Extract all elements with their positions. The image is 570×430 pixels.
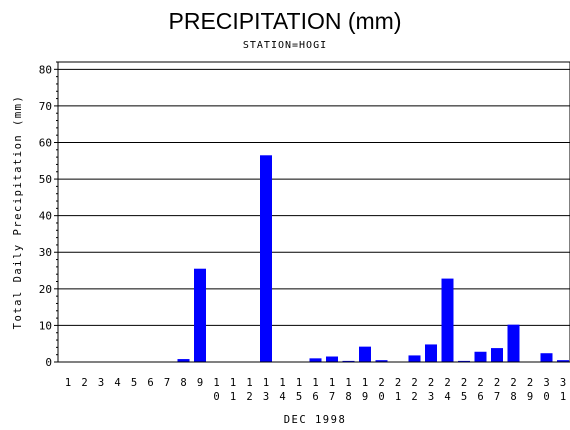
- y-tick-label: 30: [39, 246, 52, 259]
- x-tick-label: 6: [312, 391, 318, 403]
- x-tick-label: 2: [461, 377, 467, 389]
- x-tick-label: 3: [428, 391, 434, 403]
- bar-day-25: [458, 360, 470, 362]
- x-tick-label: 2: [527, 377, 533, 389]
- bar-day-20: [375, 360, 388, 362]
- x-tick-label: 2: [411, 377, 417, 389]
- x-tick-label: 2: [411, 391, 417, 403]
- y-tick-label: 10: [39, 319, 52, 332]
- x-tick-label: 2: [477, 377, 483, 389]
- x-axis-ticks: 1 2 3 4 5 6 7 8 9 1011121314151617181920212223242…: [65, 377, 566, 403]
- x-tick-label: 4: [279, 391, 285, 403]
- x-tick-label: 2: [510, 377, 516, 389]
- x-tick-label: 5: [461, 391, 467, 403]
- x-tick-label: 3: [543, 377, 549, 389]
- x-tick-label: 8: [180, 377, 186, 389]
- x-tick-label: 6: [477, 391, 483, 403]
- bar-day-9: [194, 268, 206, 362]
- x-tick-label: 9: [527, 391, 533, 403]
- x-tick-label: 9: [362, 391, 368, 403]
- bars: [177, 155, 569, 362]
- x-tick-label: 1: [246, 377, 252, 389]
- x-tick-label: 1: [230, 391, 236, 403]
- x-tick-label: 5: [296, 391, 302, 403]
- plot-frame: [57, 61, 570, 363]
- y-tick-label: 60: [39, 136, 52, 149]
- x-tick-label: 1: [263, 377, 269, 389]
- bar-day-19: [359, 346, 371, 362]
- x-tick-label: 1: [312, 377, 318, 389]
- bar-day-23: [425, 344, 437, 362]
- bar-day-30: [540, 353, 553, 362]
- x-tick-label: 2: [444, 377, 450, 389]
- y-tick-label: 20: [39, 283, 52, 296]
- x-tick-label: 8: [345, 391, 351, 403]
- x-tick-label: 1: [213, 377, 219, 389]
- bar-day-8: [177, 359, 190, 362]
- x-tick-label: 1: [329, 377, 335, 389]
- x-tick-label: 2: [81, 377, 87, 389]
- x-tick-label: 9: [197, 377, 203, 389]
- x-tick-label: 1: [395, 391, 401, 403]
- x-tick-label: 4: [114, 377, 120, 389]
- bar-day-18: [342, 360, 355, 362]
- bar-day-26: [474, 351, 487, 362]
- x-tick-label: 8: [510, 391, 516, 403]
- x-tick-label: 2: [378, 377, 384, 389]
- x-tick-label: 3: [98, 377, 104, 389]
- x-tick-label: 4: [444, 391, 450, 403]
- x-tick-label: 1: [230, 377, 236, 389]
- bar-day-24: [441, 278, 454, 362]
- x-axis-label: DEC 1998: [284, 414, 347, 426]
- y-tick-label: 70: [39, 100, 52, 113]
- x-tick-label: 1: [345, 377, 351, 389]
- x-tick-label: 6: [147, 377, 153, 389]
- bar-day-17: [326, 356, 338, 362]
- x-tick-label: 1: [362, 377, 368, 389]
- y-axis-ticks: 0 10 20 30 40 50 60 70 80: [39, 61, 58, 369]
- bar-day-28: [507, 324, 520, 362]
- bar-day-31: [557, 360, 569, 362]
- x-tick-label: 2: [246, 391, 252, 403]
- x-tick-label: 7: [329, 391, 335, 403]
- x-tick-label: 7: [164, 377, 170, 389]
- x-tick-label: 0: [543, 391, 549, 403]
- y-tick-label: 50: [39, 173, 52, 186]
- x-tick-label: 2: [395, 377, 401, 389]
- chart-title: PRECIPITATION (mm): [169, 8, 402, 34]
- bar-day-13: [260, 155, 272, 362]
- bar-day-16: [309, 358, 322, 362]
- bar-day-27: [491, 348, 503, 362]
- x-tick-label: 0: [213, 391, 219, 403]
- x-tick-label: 1: [65, 377, 71, 389]
- y-tick-label: 80: [39, 63, 52, 76]
- y-tick-label: 0: [45, 356, 52, 369]
- x-tick-label: 0: [378, 391, 384, 403]
- chart-subtitle: STATION=HOGI: [243, 40, 327, 51]
- x-tick-label: 3: [560, 377, 566, 389]
- y-axis-label: Total Daily Precipitation (mm): [12, 95, 24, 330]
- x-tick-label: 1: [296, 377, 302, 389]
- x-tick-label: 2: [428, 377, 434, 389]
- x-tick-label: 1: [560, 391, 566, 403]
- y-tick-label: 40: [39, 210, 52, 223]
- x-tick-label: 5: [131, 377, 137, 389]
- gridlines: [58, 68, 570, 326]
- x-tick-label: 3: [263, 391, 269, 403]
- x-tick-label: 2: [494, 377, 500, 389]
- x-tick-label: 7: [494, 391, 500, 403]
- bar-day-22: [408, 355, 421, 362]
- x-tick-label: 1: [279, 377, 285, 389]
